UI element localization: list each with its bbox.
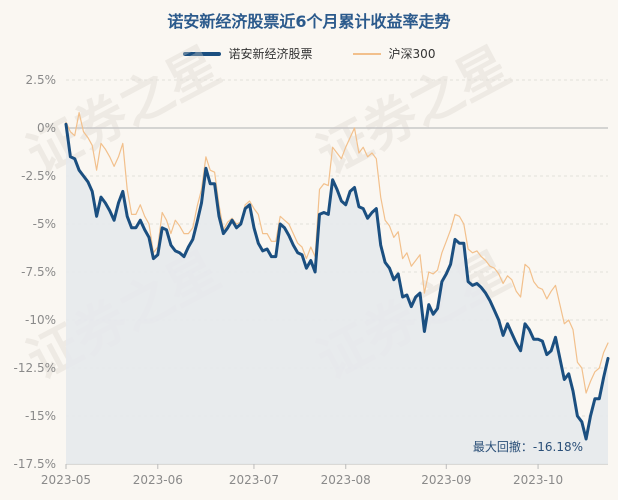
- y-tick-label: -5%: [33, 217, 56, 231]
- y-tick-label: -15%: [25, 409, 56, 423]
- x-tick-label: 2023-09: [421, 473, 471, 487]
- y-tick-label: -7.5%: [21, 265, 56, 279]
- legend-swatch-index: [352, 52, 381, 55]
- x-tick-label: 2023-08: [321, 473, 371, 487]
- y-tick-label: 0%: [37, 121, 56, 135]
- annotation-layer: 最大回撤：-16.18%: [473, 439, 583, 454]
- y-tick-label: -12.5%: [14, 361, 56, 375]
- y-tick-label: -2.5%: [21, 169, 56, 183]
- x-axis: 2023-05 2023-06 2023-07 2023-08 2023-09 2023-…: [41, 464, 563, 487]
- x-tick-label: 2023-10: [513, 473, 563, 487]
- series-lines: [64, 111, 610, 441]
- y-axis: 2.5% 0% -2.5% -5% -7.5% -10% -12.5% -15% -17.5%: [14, 73, 56, 471]
- chart-legend: 诺安新经济股票 沪深300: [0, 45, 618, 62]
- watermark-text: 证券之星: [308, 36, 520, 187]
- index-line: [65, 111, 609, 394]
- legend-swatch-fund: [182, 51, 221, 56]
- max-drawdown-label: 最大回撤：-16.18%: [473, 439, 583, 454]
- y-tick-label: -10%: [25, 313, 56, 327]
- y-tick-label: 2.5%: [26, 73, 57, 87]
- x-tick-label: 2023-06: [133, 473, 183, 487]
- x-tick-label: 2023-05: [41, 473, 91, 487]
- chart-title: 诺安新经济股票近6个月累计收益率走势: [167, 12, 451, 31]
- fund-line: [64, 122, 610, 441]
- watermark-text: 证券之星: [18, 36, 230, 187]
- legend-item-index[interactable]: 沪深300: [352, 45, 436, 62]
- legend-item-fund[interactable]: 诺安新经济股票: [182, 45, 313, 62]
- legend-label-fund: 诺安新经济股票: [228, 47, 313, 61]
- x-tick-label: 2023-07: [229, 473, 279, 487]
- legend-label-index: 沪深300: [388, 47, 436, 61]
- y-tick-label: -17.5%: [14, 457, 56, 471]
